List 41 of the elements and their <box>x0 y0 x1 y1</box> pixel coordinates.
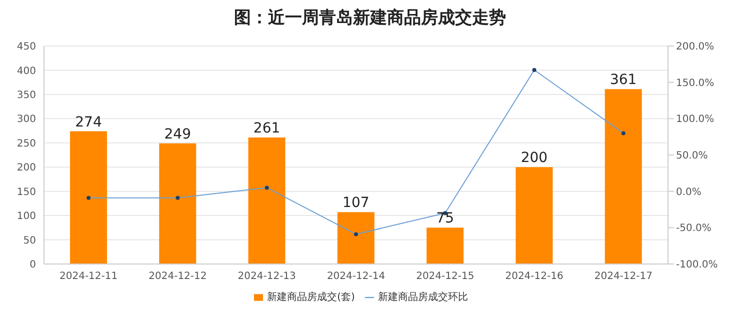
data-label: 107 <box>342 195 370 212</box>
y2-tick-label: 50.0% <box>676 150 708 162</box>
x-tick-label: 2024-12-12 <box>148 271 207 282</box>
y2-tick-label: 200.0% <box>676 42 714 53</box>
x-tick-label: 2024-12-14 <box>326 271 386 282</box>
y2-tick-label: 150.0% <box>676 78 714 89</box>
y-tick-label: 350 <box>16 90 36 101</box>
bar <box>70 131 107 264</box>
data-label: 75 <box>436 210 454 227</box>
x-tick-label: 2024-12-17 <box>594 271 652 282</box>
data-label: 261 <box>253 120 280 137</box>
chart-title: 图：近一周青岛新建商品房成交走势 <box>233 7 507 30</box>
bar <box>604 89 642 264</box>
legend-label: 新建商品房成交(套) <box>267 292 355 303</box>
bar <box>248 138 286 264</box>
y-tick-label: 150 <box>16 186 36 198</box>
bar <box>159 143 196 264</box>
bar <box>426 228 464 264</box>
legend-label: 新建商品房成交环比 <box>378 292 468 303</box>
y-tick-label: 300 <box>16 114 36 126</box>
y2-tick-label: 100.0% <box>676 114 714 126</box>
y-tick-label: 0 <box>30 260 36 271</box>
y-tick-label: 250 <box>16 138 36 150</box>
y-tick-label: 400 <box>16 66 36 77</box>
y-tick-label: 100 <box>16 211 36 222</box>
bar <box>516 167 553 264</box>
y-tick-label: 50 <box>23 235 36 246</box>
y2-tick-label: 0.0% <box>676 186 702 198</box>
data-label: 200 <box>520 150 548 166</box>
y-tick-label: 450 <box>16 42 36 53</box>
y-tick-label: 200 <box>16 162 36 174</box>
y2-tick-label: -100.0% <box>676 260 718 271</box>
x-tick-label: 2024-12-13 <box>238 271 296 282</box>
y2-tick-label: -50.0% <box>676 223 712 234</box>
x-tick-label: 2024-12-16 <box>505 271 564 282</box>
data-label: 274 <box>75 114 102 130</box>
x-tick-label: 2024-12-15 <box>416 271 474 282</box>
data-label: 361 <box>610 72 637 88</box>
data-label: 249 <box>164 126 192 142</box>
x-tick-label: 2024-12-11 <box>60 271 118 282</box>
bar <box>337 212 374 264</box>
